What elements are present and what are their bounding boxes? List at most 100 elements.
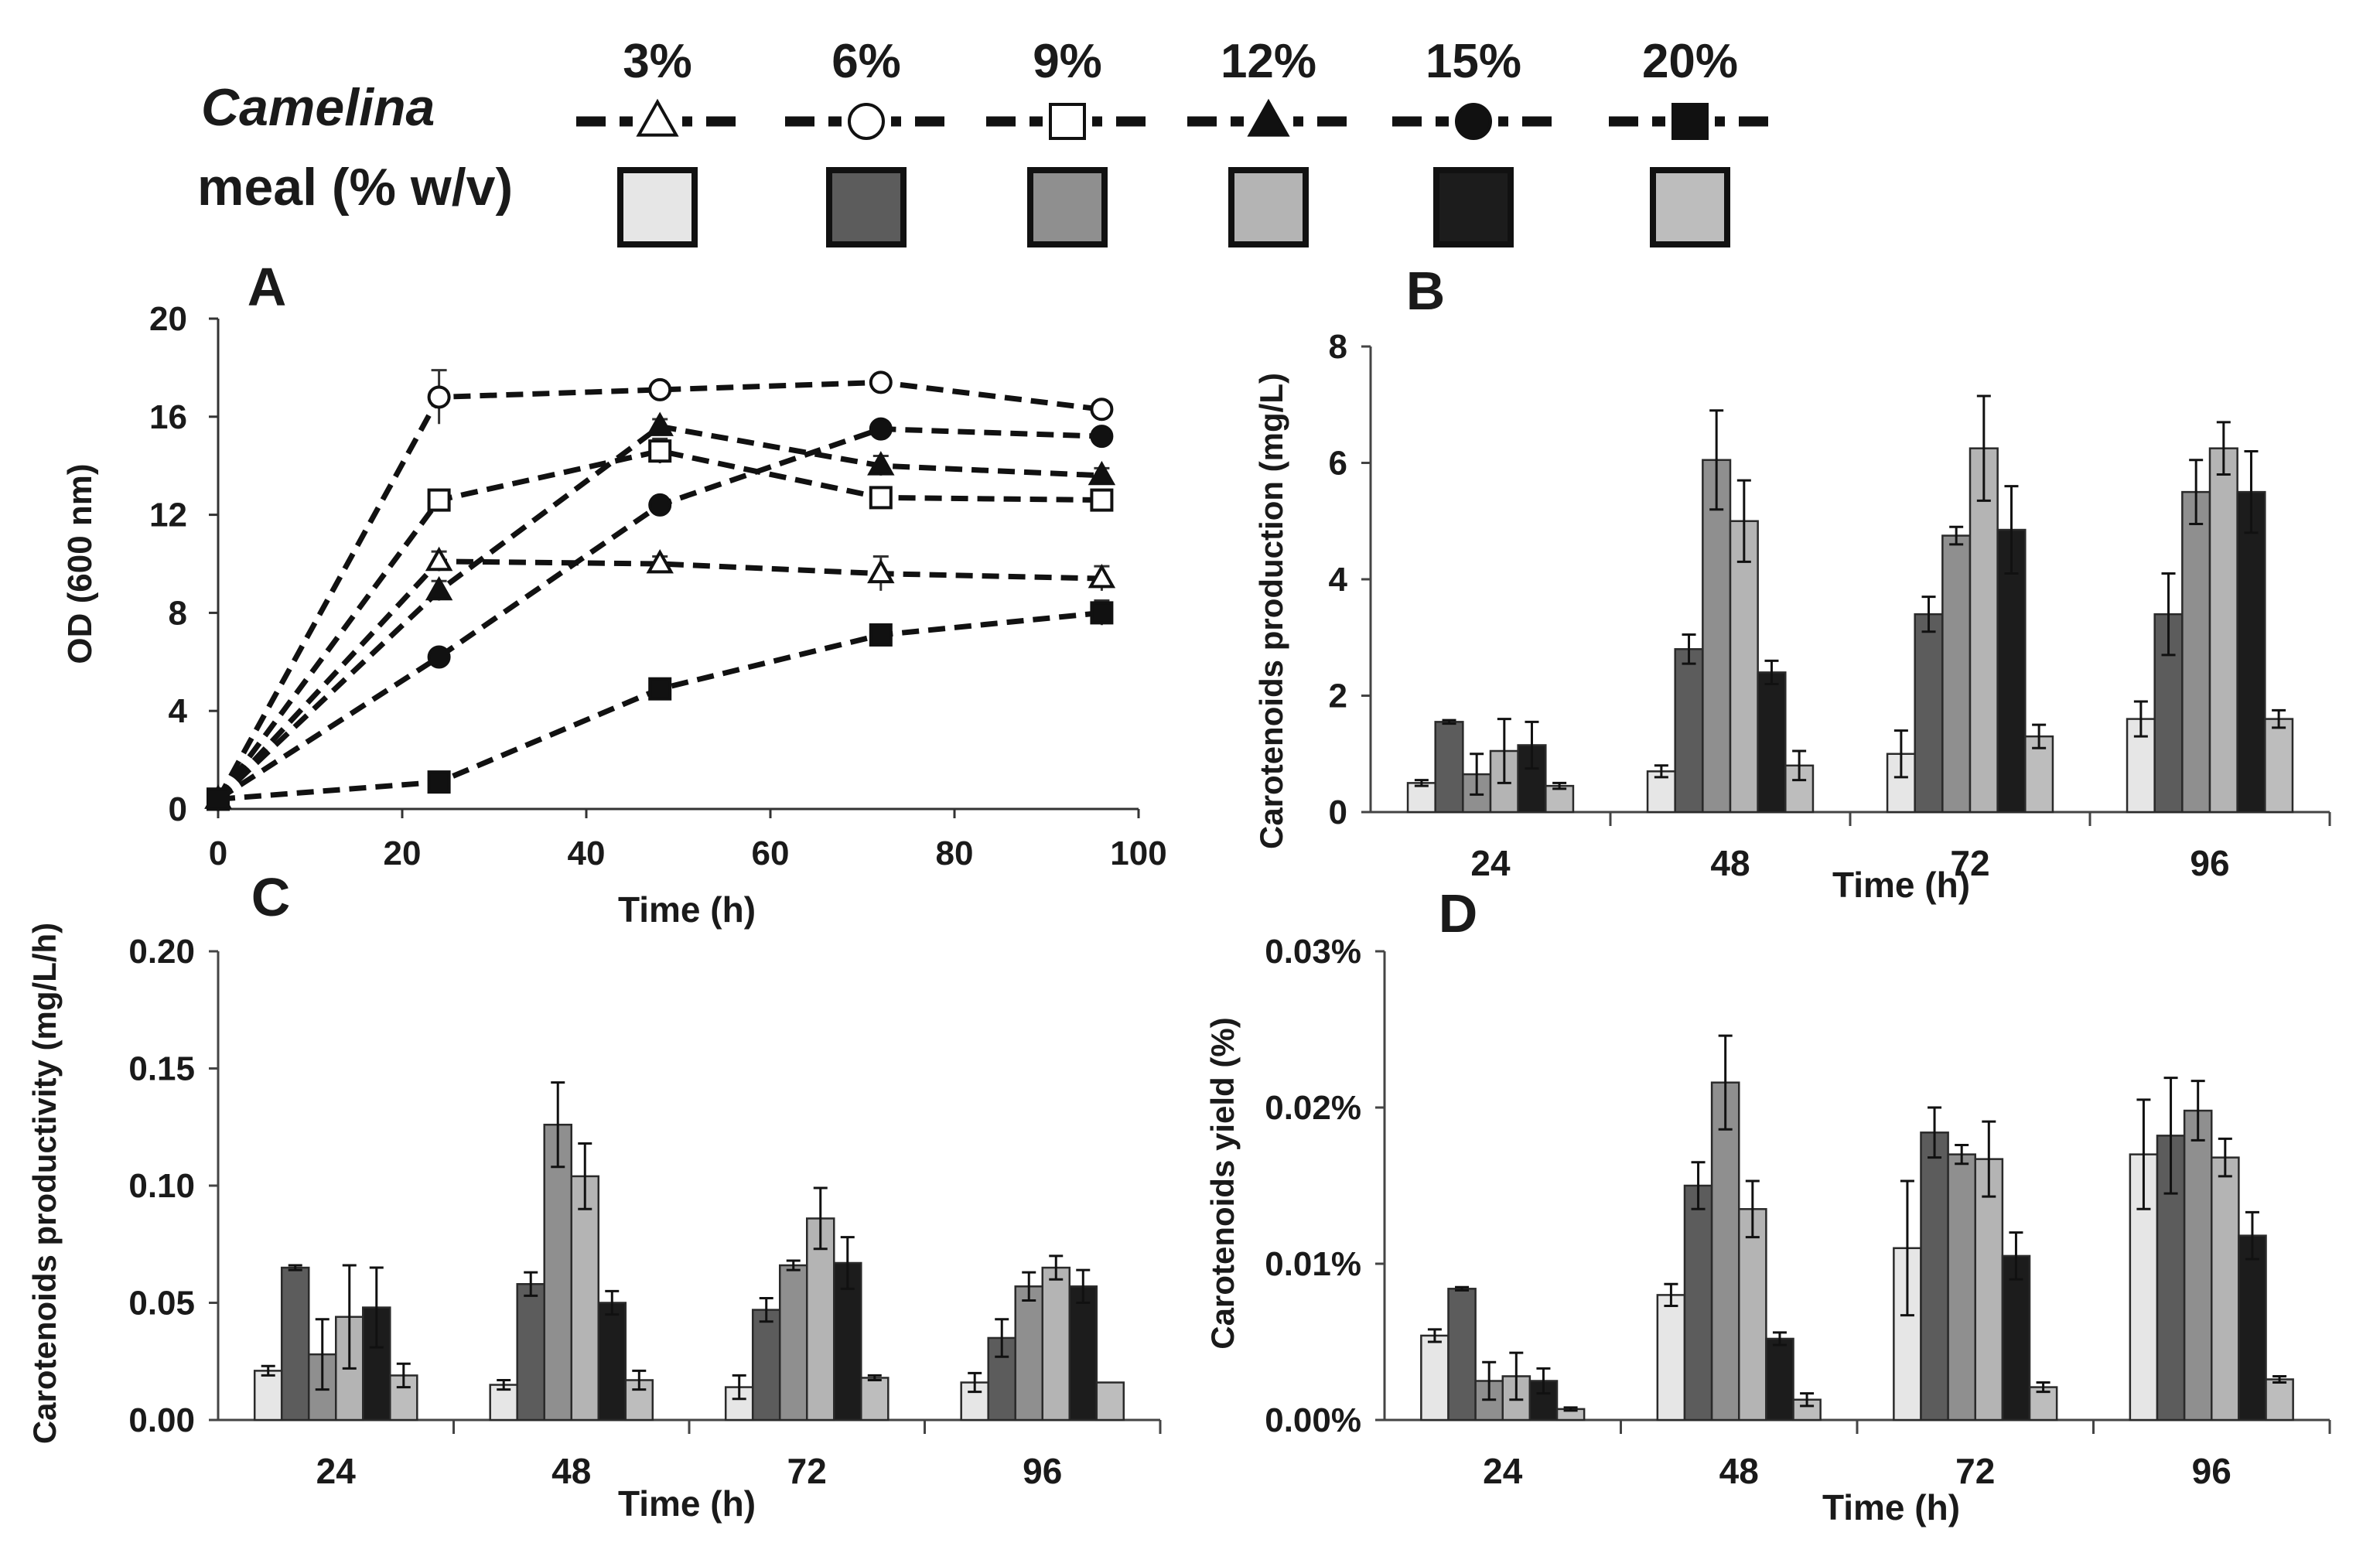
legend-item: 12% [1187, 35, 1350, 247]
series-line [216, 423, 1102, 801]
bar-9%-96 [1014, 1285, 1044, 1422]
series-line [216, 448, 1102, 801]
bar-6%-24 [1447, 1288, 1477, 1422]
legend-label: 20% [1642, 35, 1738, 88]
bar-15%-96 [1068, 1285, 1098, 1422]
legend-label: 3% [623, 35, 692, 88]
x-tick-label: 20 [384, 835, 422, 872]
bar-12%-48 [1729, 520, 1759, 814]
legend-marker-circle-open [848, 103, 885, 140]
y-tick-label: 0.00% [1265, 1401, 1361, 1439]
bar-9%-48 [543, 1123, 572, 1422]
y-tick-label: 0 [169, 790, 187, 828]
bar-6%-48 [1683, 1184, 1713, 1422]
legend-item: 3% [576, 35, 739, 247]
bar-12%-96 [2211, 1156, 2240, 1422]
legend-bar-swatch [826, 167, 907, 247]
x-tick-label: 72 [1955, 1451, 1995, 1491]
x-tick-label: 96 [2190, 843, 2229, 883]
bar-12%-72 [1969, 447, 1999, 814]
bar-3%-48 [1656, 1294, 1686, 1422]
y-tick-label: 8 [1329, 328, 1347, 366]
y-tick-label: 16 [149, 398, 187, 436]
panel-letter: B [1406, 261, 1446, 321]
legend-bar-swatch [1433, 167, 1514, 247]
x-tick-label: 48 [1719, 1451, 1759, 1491]
x-tick-label: 96 [2192, 1451, 2231, 1491]
y-axis-label: Carotenoids productivity (mg/L/h) [26, 923, 63, 1444]
bar-15%-96 [2236, 490, 2266, 814]
bar-6%-72 [1914, 613, 1944, 814]
series-line [217, 609, 1102, 802]
x-tick-label: 48 [1710, 843, 1750, 883]
data-point [427, 770, 451, 794]
legend-label: 6% [831, 35, 901, 88]
x-axis-label: Time (h) [618, 889, 756, 930]
bar-20%-96 [1095, 1381, 1125, 1422]
data-point [425, 546, 453, 572]
data-point [869, 486, 893, 510]
data-point [646, 411, 674, 436]
data-point [1090, 425, 1114, 449]
bar-9%-48 [1702, 459, 1732, 814]
data-point [1090, 601, 1114, 625]
legend-title-camelina: Camelina [201, 78, 435, 137]
data-point [648, 377, 672, 401]
panel-letter: D [1439, 883, 1478, 944]
bar-9%-72 [1947, 1153, 1976, 1422]
y-tick-label: 0.03% [1265, 933, 1361, 971]
data-point [427, 645, 451, 669]
bar-15%-48 [1765, 1337, 1794, 1422]
bar-6%-72 [751, 1309, 781, 1422]
data-point [1088, 563, 1116, 589]
data-point [427, 385, 451, 409]
bar-15%-72 [2001, 1254, 2031, 1422]
legend-title-meal: meal (% w/v) [197, 158, 513, 217]
data-point [427, 488, 451, 512]
panel-a: 0 20 40 60 80 100 0 4 8 12 16 20 A Time (h) OD (600 nm… [61, 257, 1167, 930]
y-tick-label: 4 [169, 692, 188, 730]
data-point [425, 575, 453, 601]
x-tick-label: 72 [787, 1451, 827, 1491]
series-line [215, 379, 1102, 801]
legend-item: 20% [1609, 35, 1771, 247]
bar-3%-24 [253, 1370, 283, 1422]
legend-label: 12% [1221, 35, 1316, 88]
bar-12%-96 [2208, 447, 2238, 814]
data-point [1088, 460, 1116, 486]
legend-label: 9% [1033, 35, 1102, 88]
panel-letter: C [251, 867, 291, 927]
data-point [648, 677, 672, 701]
data-point [869, 623, 893, 647]
data-point [1090, 488, 1114, 512]
bar-9%-72 [1941, 534, 1972, 814]
x-axis-label: Time (h) [1832, 865, 1970, 905]
legend-marker-triangle-open [636, 98, 679, 137]
panel-d: 0.00% 0.01% 0.02% 0.03% 24 48 72 96 D Time (h) Car… [1204, 883, 2331, 1527]
legend-marker-square-filled [1671, 103, 1709, 140]
x-tick-label: 100 [1110, 835, 1166, 872]
panel-c: 0.00 0.05 0.10 0.15 0.20 24 48 72 96 C Time (h) Car… [26, 867, 1162, 1524]
x-tick-label: 24 [316, 1451, 357, 1491]
legend-marker-triangle-filled [1247, 98, 1290, 137]
x-tick-label: 24 [1483, 1451, 1523, 1491]
bar-12%-48 [1738, 1208, 1767, 1422]
y-tick-label: 0.05 [128, 1285, 195, 1323]
x-tick-label: 72 [1950, 843, 1989, 883]
y-tick-label: 12 [149, 497, 187, 534]
data-point [648, 493, 672, 517]
bar-12%-72 [1974, 1158, 2004, 1422]
legend-bar-swatch [1228, 167, 1309, 247]
legend-marker-circle-filled [1455, 103, 1492, 140]
y-tick-label: 0.15 [128, 1050, 195, 1088]
legend-marker-square-open [1049, 103, 1086, 140]
y-axis-label: OD (600 nm) [61, 463, 99, 664]
series-15% [207, 417, 1114, 811]
y-tick-label: 2 [1329, 678, 1347, 715]
y-axis-label: Carotenoids production (mg/L) [1253, 373, 1289, 849]
series-12% [204, 411, 1116, 809]
legend-item: 6% [785, 35, 948, 247]
data-point [867, 558, 895, 584]
bar-9%-96 [2183, 1109, 2213, 1422]
legend-label: 15% [1426, 35, 1521, 88]
